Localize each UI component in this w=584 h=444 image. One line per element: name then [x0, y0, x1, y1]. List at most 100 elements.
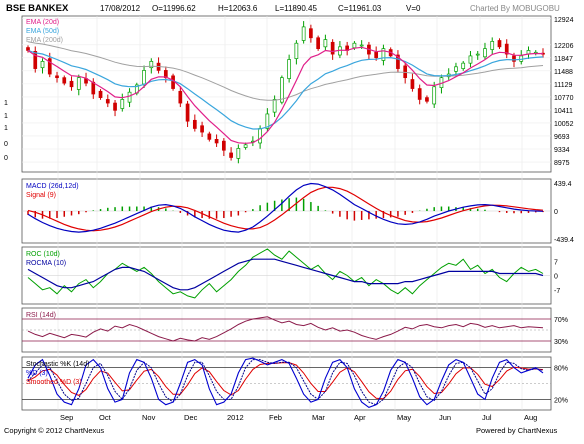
x-tick-label: Jul — [482, 413, 492, 422]
y-tick-label: -439.4 — [554, 237, 574, 244]
header-volume: V=0 — [406, 4, 421, 13]
candle-body — [163, 70, 168, 79]
candle-body — [258, 128, 262, 144]
y-tick-label: 11488 — [554, 69, 573, 76]
candle-body — [221, 140, 226, 151]
candle-body — [120, 99, 125, 109]
header-date: 17/08/2012 — [100, 4, 141, 13]
y-tick-label: 20% — [554, 397, 568, 404]
rocma-line — [27, 258, 544, 291]
candle-body — [359, 44, 364, 47]
candle-body — [33, 51, 38, 69]
candle-body — [417, 88, 422, 100]
y-tick-label: 10052 — [554, 121, 574, 128]
candle-body — [185, 103, 190, 122]
candle-body — [62, 77, 67, 84]
candle-body — [512, 55, 516, 62]
candle-body — [69, 80, 74, 88]
x-tick-label: Feb — [269, 413, 282, 422]
header-low: L=11890.45 — [275, 4, 317, 13]
candle-body — [374, 51, 379, 59]
x-tick-label: Oct — [99, 413, 112, 422]
y-tick-label: 80% — [554, 366, 568, 373]
y-tick-label: 10411 — [554, 108, 573, 115]
candle-body — [55, 75, 59, 79]
candle-body — [40, 60, 45, 69]
y-tick-label: 10770 — [554, 95, 574, 102]
y-tick-label: 12924 — [554, 17, 574, 24]
ema-20-line — [27, 46, 544, 144]
candle-body — [410, 79, 415, 89]
candle-body — [98, 90, 103, 98]
chart-title: BSE BANKEX — [6, 3, 69, 14]
y-tick-label: 12206 — [554, 43, 574, 50]
rsi-line — [27, 316, 544, 342]
candle-body — [425, 97, 429, 102]
legend-entry: ROCMA (10) — [26, 260, 66, 267]
candle-body — [229, 152, 233, 158]
candle-body — [265, 113, 270, 129]
candle-body — [178, 90, 183, 104]
y-tick-label: 70% — [554, 317, 568, 324]
x-tick-label: Nov — [142, 413, 156, 422]
percent-d-line — [27, 359, 544, 406]
candle-body — [171, 75, 175, 89]
x-tick-label: Jun — [439, 413, 451, 422]
legend-entry: EMA (50d) — [26, 28, 59, 35]
candle-body — [468, 55, 473, 64]
candle-body — [323, 39, 328, 48]
y-tick-label: 7 — [554, 259, 558, 266]
candle-body — [26, 47, 30, 51]
candle-body — [243, 144, 248, 148]
y-tick-label: -7 — [554, 288, 560, 295]
y-tick-label: 30% — [554, 339, 568, 346]
y-tick-label: 439.4 — [554, 181, 572, 188]
candle-body — [316, 37, 320, 50]
y-tick-label: 8975 — [554, 160, 570, 167]
legend-entry: Stochastic %K (14d) — [26, 361, 89, 368]
y-tick-label: 9334 — [554, 147, 570, 154]
header-high: H=12063.6 — [218, 4, 258, 13]
candle-body — [105, 99, 110, 104]
x-tick-label: May — [397, 413, 411, 422]
candle-body — [294, 42, 299, 59]
y-tick-label: 0 — [554, 209, 558, 216]
candle-body — [490, 41, 495, 50]
candle-body — [330, 41, 335, 55]
candle-body — [113, 102, 117, 111]
chart-panels — [21, 15, 552, 411]
y-tick-label: 11847 — [554, 56, 573, 63]
y-tick-label: 0 — [554, 274, 558, 281]
candle-body — [352, 42, 357, 49]
header-open: O=11996.62 — [152, 4, 196, 13]
candle-body — [127, 91, 132, 103]
candle-body — [461, 62, 466, 69]
candle-body — [200, 125, 204, 133]
chart-credit: Charted By MOBUGOBU — [470, 4, 560, 13]
candle-body — [207, 133, 212, 140]
left-axis-mark: 1 — [4, 113, 8, 120]
header-close: C=11961.03 — [338, 4, 382, 13]
x-tick-label: Apr — [354, 413, 366, 422]
percent-k-line — [27, 357, 544, 409]
candle-body — [272, 99, 277, 113]
candle-body — [475, 53, 480, 56]
x-tick-label: Sep — [60, 413, 73, 422]
legend-entry: MACD (26d,12d) — [26, 183, 79, 190]
legend-entry: EMA (200d) — [26, 37, 63, 44]
candle-body — [149, 60, 154, 69]
left-axis-mark: 0 — [4, 155, 8, 162]
candle-body — [403, 65, 408, 79]
candle-body — [309, 28, 313, 39]
footer-powered: Powered by ChartNexus — [476, 426, 558, 435]
legend-entry: Signal (9) — [26, 192, 56, 199]
candle-body — [381, 48, 386, 61]
candle-body — [504, 43, 509, 55]
signal-line — [27, 186, 544, 232]
legend-entry: %D (3) — [26, 370, 48, 377]
candle-body — [214, 138, 219, 144]
y-tick-label: 9693 — [554, 134, 570, 141]
legend-entry: EMA (20d) — [26, 19, 59, 26]
